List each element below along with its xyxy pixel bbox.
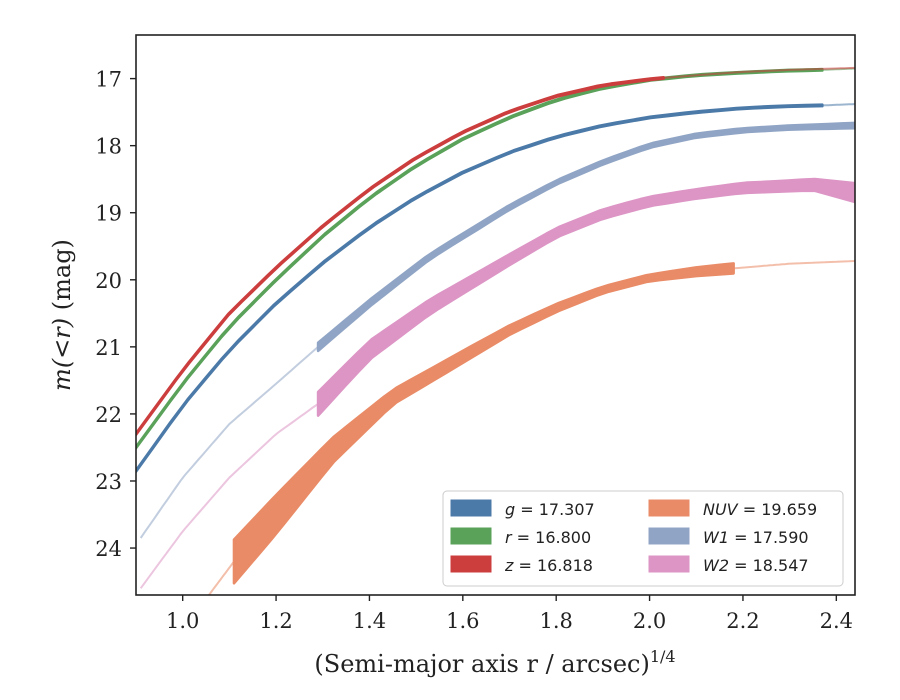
series-g-band	[136, 103, 824, 473]
y-tick-label: 23	[95, 470, 122, 494]
x-tick-label: 1.8	[539, 609, 572, 633]
y-axis-ticks: 17 18 19 20 21 22 23 24	[95, 68, 136, 561]
series-w2-band	[316, 177, 855, 417]
series-w2	[139, 177, 855, 589]
series-nuv-band	[232, 262, 735, 585]
x-axis-ticks: 1.0 1.2 1.4 1.6 1.8 2.0 2.2 2.4	[166, 595, 853, 633]
x-tick-label: 1.6	[446, 609, 479, 633]
plot-frame	[135, 34, 856, 596]
series-z-extension-outer	[663, 66, 855, 79]
x-axis-title: (Semi-major axis r / arcsec)1/4	[314, 647, 675, 678]
legend-swatch-z	[450, 555, 492, 573]
series-w1	[139, 121, 855, 539]
y-tick-label: 22	[95, 403, 122, 427]
series-w1-band	[316, 121, 855, 353]
series-g-extension-outer	[822, 103, 855, 107]
y-tick-label: 17	[95, 68, 122, 92]
legend-entries: g = 17.307 r = 16.800 z = 16.818 NUV = 19.6…	[450, 499, 817, 575]
series-r-band	[136, 67, 824, 450]
series-w1-extension-inner	[139, 346, 319, 539]
legend-box	[442, 490, 844, 587]
x-tick-label: 2.4	[820, 609, 853, 633]
x-tick-label: 2.2	[726, 609, 759, 633]
x-tick-label: 2.0	[633, 609, 666, 633]
series-r	[136, 67, 855, 450]
series-g	[136, 103, 855, 473]
x-axis-title-text: (Semi-major axis r / arcsec)	[314, 650, 649, 678]
y-axis-title-quantity: m(<r)	[48, 318, 76, 391]
legend-label-g: g = 17.307	[505, 500, 595, 519]
legend-swatch-nuv	[648, 499, 690, 517]
legend-swatch-r	[450, 527, 492, 545]
legend-label-w2: W2 = 18.547	[703, 556, 809, 575]
y-tick-label: 21	[95, 336, 122, 360]
legend-label-r: r = 16.800	[505, 528, 591, 547]
legend: g = 17.307 r = 16.800 z = 16.818 NUV = 19.6…	[442, 490, 844, 587]
y-tick-label: 20	[95, 269, 122, 293]
x-axis-title-exponent: 1/4	[650, 647, 676, 666]
legend-swatch-w1	[648, 527, 690, 545]
y-axis-title-unit: (mag)	[48, 239, 76, 318]
x-tick-label: 1.4	[353, 609, 386, 633]
series-nuv-extension-outer	[733, 260, 855, 270]
y-tick-label: 24	[95, 537, 122, 561]
y-tick-label: 19	[95, 202, 122, 226]
legend-swatch-w2	[648, 555, 690, 573]
legend-label-z: z = 16.818	[504, 556, 593, 575]
x-tick-label: 1.2	[259, 609, 292, 633]
series-w2-extension-inner	[139, 403, 319, 589]
series-z	[136, 66, 855, 436]
legend-label-w1: W1 = 17.590	[703, 528, 809, 547]
series-layer	[136, 66, 855, 595]
series-nuv	[207, 260, 855, 595]
x-tick-label: 1.0	[166, 609, 199, 633]
y-tick-label: 18	[95, 135, 122, 159]
legend-label-nuv: NUV = 19.659	[703, 500, 817, 519]
series-z-band	[136, 76, 665, 436]
series-nuv-extension-inner	[207, 560, 235, 595]
y-axis-title: m(<r) (mag)	[48, 239, 76, 391]
legend-swatch-g	[450, 499, 492, 517]
